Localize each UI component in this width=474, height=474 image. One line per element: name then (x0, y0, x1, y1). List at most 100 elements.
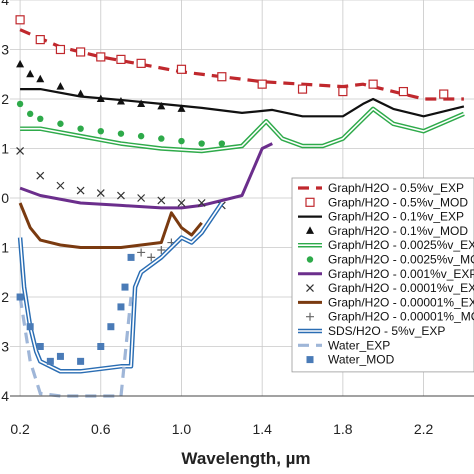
data-point (96, 189, 105, 197)
data-point (176, 64, 187, 74)
data-point (77, 125, 84, 132)
data-point (107, 323, 115, 331)
series-6 (19, 142, 273, 210)
data-point (36, 171, 45, 180)
data-point (76, 47, 86, 57)
data-point (56, 352, 64, 360)
series-12 (16, 253, 135, 365)
series-line-inner (19, 202, 223, 373)
x-axis-label: Wavelength, µm (181, 449, 310, 468)
data-point (157, 196, 166, 205)
legend-key (306, 356, 314, 364)
data-point (26, 69, 35, 78)
data-point (55, 44, 66, 55)
data-point (177, 104, 186, 112)
data-point (15, 15, 25, 25)
legend-label: Graph/H2O - 0.00001%_EXP (328, 295, 474, 309)
legend-marker (306, 284, 314, 293)
legend-key (306, 312, 314, 321)
data-point (26, 110, 34, 118)
data-point (116, 96, 125, 105)
legend-label: Water_MOD (328, 353, 395, 367)
legend-marker (306, 256, 314, 263)
data-point (137, 248, 146, 257)
y-tick-label: 1 (1, 141, 9, 157)
data-point (97, 127, 104, 135)
legend-marker (306, 356, 314, 364)
series-line (20, 88, 465, 118)
data-point (26, 323, 34, 331)
data-point (16, 100, 24, 108)
data-point (117, 191, 125, 200)
series-line (19, 28, 464, 101)
series-line (18, 202, 203, 249)
data-point (217, 72, 227, 82)
data-point (16, 59, 25, 68)
legend-label: Graph/H2O - 0.001%v_EXP (328, 267, 474, 281)
data-point (56, 181, 65, 190)
data-point (136, 58, 146, 68)
series-0 (19, 28, 464, 101)
legend-label: Graph/H2O - 0.5%v_MOD (328, 195, 468, 209)
legend-label: Graph/H2O - 0.0001%v_EXP (328, 281, 474, 295)
x-tick-label: 1.4 (252, 421, 272, 437)
data-point (197, 199, 206, 207)
series-5 (16, 100, 226, 147)
x-tick-label: 0.6 (91, 421, 111, 437)
y-tick-label: 2 (1, 289, 9, 305)
legend-key (306, 256, 314, 263)
series-10 (17, 201, 224, 374)
series-2 (20, 88, 465, 118)
data-point (16, 293, 24, 301)
axes: 0.2 0.6 1.0 1.4 1.8 2.2 4 3 2 1 0 1 2 3 4 (1, 0, 474, 437)
legend-key (306, 226, 314, 234)
x-tick-label: 0.2 (10, 421, 30, 437)
data-point (36, 343, 44, 350)
data-point (97, 343, 105, 350)
data-point (77, 357, 85, 365)
legend-marker (305, 197, 315, 207)
y-tick-label: 4 (1, 0, 9, 8)
series-8 (18, 202, 203, 249)
data-point (37, 115, 44, 123)
data-point (157, 101, 166, 110)
legend-label: SDS/H2O - 5%v_EXP (328, 324, 445, 338)
data-point (76, 89, 85, 98)
series-4 (20, 106, 465, 154)
legend-label: Graph/H2O - 0.5%v_EXP (328, 181, 464, 195)
legend-box (291, 177, 474, 373)
legend-label: Graph/H2O - 0.1%v_MOD (328, 224, 468, 238)
data-point (137, 99, 146, 107)
data-point (198, 140, 205, 147)
data-point (16, 147, 25, 155)
legend-label: Graph/H2O - 0.0025%v_EXP (328, 238, 474, 252)
y-tick-label: 0 (1, 190, 9, 206)
legend-label: Water_EXP (328, 338, 390, 352)
legend-key (306, 284, 314, 293)
data-point (137, 194, 146, 202)
data-point (157, 245, 166, 254)
data-point (46, 357, 54, 365)
data-point (338, 86, 348, 97)
data-point (368, 79, 378, 89)
data-point (218, 140, 226, 147)
data-point (96, 94, 105, 102)
series-3 (16, 59, 186, 112)
x-tick-label: 1.8 (333, 421, 353, 437)
legend-marker (306, 312, 314, 321)
data-point (56, 82, 65, 90)
data-point (178, 137, 185, 145)
legend-key (305, 197, 315, 207)
y-tick-label: 4 (1, 388, 9, 404)
legend-marker (306, 226, 314, 234)
data-point (76, 186, 85, 195)
legend-label: Graph/H2O - 0.1%v_EXP (328, 210, 464, 224)
data-point (137, 132, 145, 140)
legend-label: Graph/H2O - 0.0025%v_MOD (328, 253, 474, 267)
data-point (297, 84, 308, 94)
data-point (147, 253, 156, 262)
data-point (36, 74, 45, 83)
data-point (57, 120, 64, 127)
y-tick-label: 1 (1, 240, 9, 256)
